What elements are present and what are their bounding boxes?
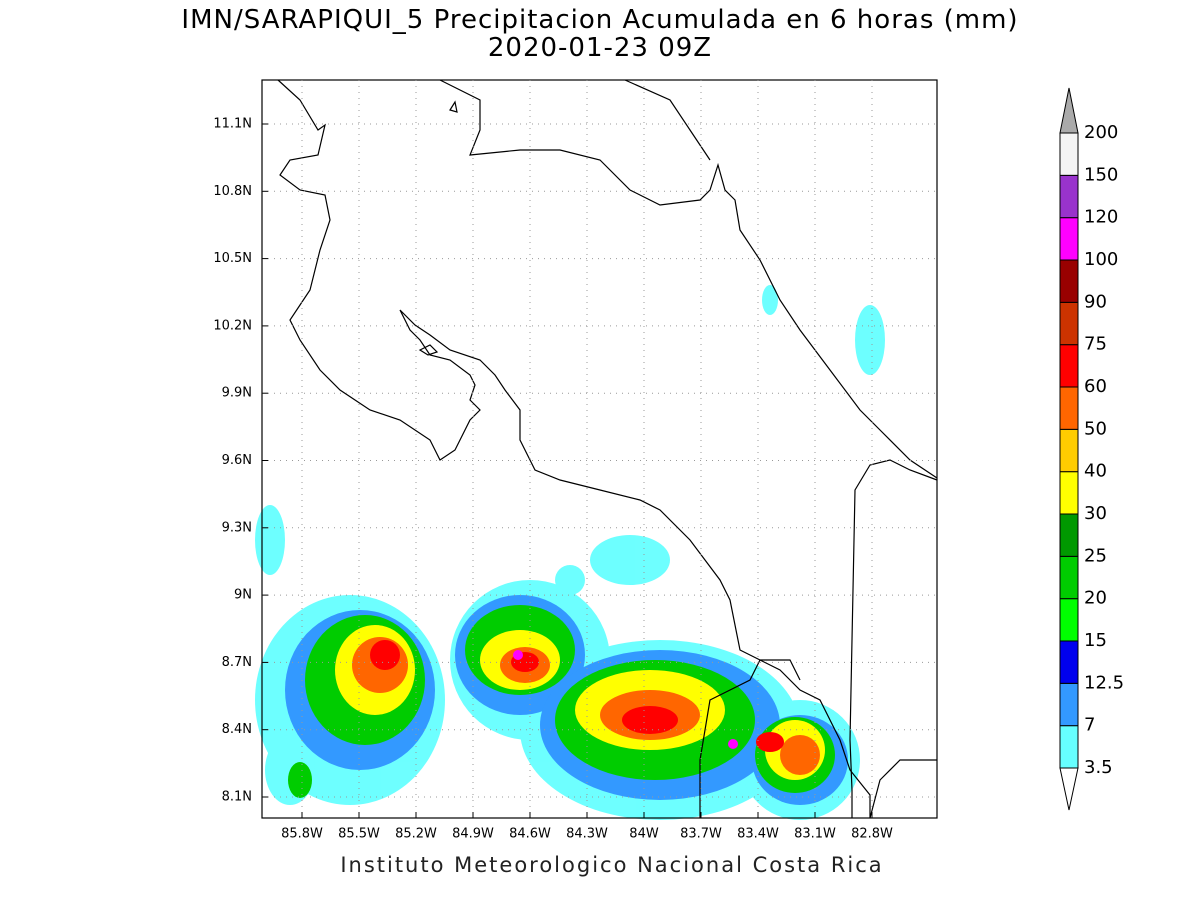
precipitation-field	[255, 285, 885, 820]
lon-label: 83.4W	[737, 827, 779, 842]
lon-label: 85.2W	[395, 827, 437, 842]
lon-label: 84.9W	[452, 827, 494, 842]
colorbar-label: 150	[1084, 164, 1118, 185]
subtitle: 2020-01-23 09Z	[488, 33, 712, 63]
colorbar-segment	[1059, 428, 1079, 473]
colorbar-label: 12.5	[1084, 672, 1124, 693]
lon-label: 84.3W	[566, 827, 608, 842]
lat-label: 9.9N	[222, 386, 252, 401]
colorbar-label: 20	[1084, 588, 1107, 609]
lon-label: 83.1W	[794, 827, 836, 842]
colorbar-segment	[1059, 217, 1079, 261]
colorbar-label: 15	[1084, 630, 1107, 651]
colorbar-segment	[1059, 682, 1079, 727]
lon-label: 82.8W	[851, 827, 893, 842]
colorbar-segment	[1059, 344, 1079, 388]
colorbar-segment	[1059, 259, 1079, 303]
colorbar-triangle	[1059, 87, 1079, 134]
lon-label: 84W	[629, 827, 659, 842]
colorbar-segment	[1059, 513, 1079, 557]
colorbar-label: 25	[1084, 545, 1107, 566]
lon-label: 85.8W	[281, 827, 323, 842]
lat-label: 10.5N	[213, 251, 252, 266]
colorbar-segment	[1059, 471, 1079, 515]
lat-label: 10.8N	[213, 184, 252, 199]
lat-label: 9N	[234, 588, 252, 603]
lat-label: 8.7N	[222, 655, 252, 670]
colorbar-label: 40	[1084, 461, 1107, 482]
lat-label: 9.6N	[222, 453, 252, 468]
footer: Instituto Meteorologico Nacional Costa R…	[340, 853, 883, 877]
colorbar-label: 30	[1084, 503, 1107, 524]
colorbar-label: 60	[1084, 376, 1107, 397]
lat-label: 10.2N	[213, 318, 252, 333]
colorbar-segment	[1059, 301, 1079, 346]
lat-label: 11.1N	[213, 117, 252, 132]
lat-label: 9.3N	[222, 520, 252, 535]
colorbar-triangle	[1059, 767, 1079, 811]
colorbar-label: 200	[1084, 122, 1118, 143]
lat-label: 8.4N	[222, 722, 252, 737]
lon-label: 85.5W	[338, 827, 380, 842]
colorbar-label: 3.5	[1084, 757, 1113, 778]
colorbar-label: 100	[1084, 249, 1118, 270]
colorbar-segment	[1059, 132, 1079, 176]
colorbar-segment	[1059, 174, 1079, 219]
colorbar-label: 7	[1084, 715, 1095, 736]
lat-label: 8.1N	[222, 790, 252, 805]
lon-label: 84.6W	[509, 827, 551, 842]
title: IMN/SARAPIQUI_5 Precipitacion Acumulada …	[181, 5, 1018, 35]
colorbar-label: 50	[1084, 418, 1107, 439]
map-frame	[261, 79, 938, 819]
colorbar-label: 75	[1084, 334, 1107, 355]
colorbar-segment	[1059, 386, 1079, 430]
colorbar-segment	[1059, 555, 1079, 600]
coastline	[277, 79, 938, 819]
lon-label: 83.7W	[680, 827, 722, 842]
colorbar-label: 120	[1084, 207, 1118, 228]
colorbar-label: 90	[1084, 291, 1107, 312]
colorbar-segment	[1059, 640, 1079, 684]
colorbar-segment	[1059, 725, 1079, 769]
colorbar-segment	[1059, 598, 1079, 642]
